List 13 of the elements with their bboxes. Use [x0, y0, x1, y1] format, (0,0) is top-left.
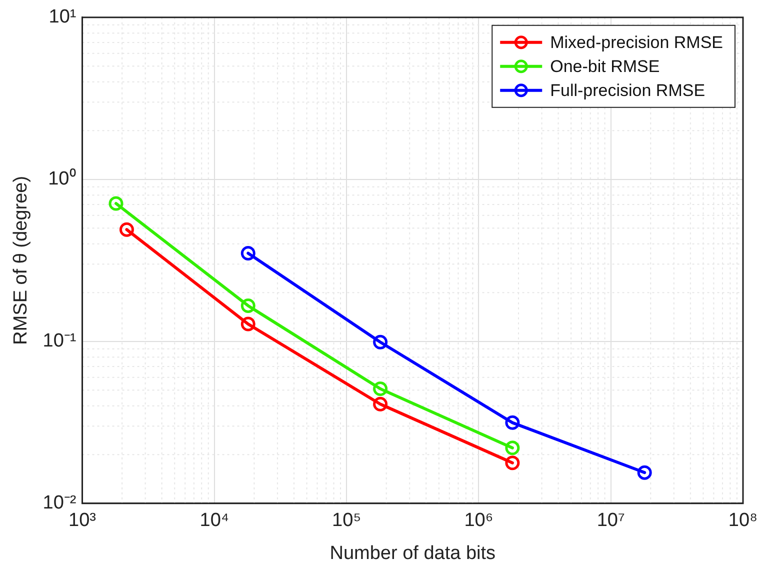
y-tick-label: 10⁰: [48, 168, 76, 190]
y-tick-label: 10⁻¹: [42, 330, 76, 352]
y-tick-label: 10¹: [48, 6, 76, 28]
x-tick-label: 10⁷: [596, 510, 625, 532]
x-axis-title: Number of data bits: [330, 542, 496, 564]
y-axis-title: RMSE of θ (degree): [10, 176, 32, 345]
legend-label: Mixed-precision RMSE: [550, 33, 724, 52]
x-tick-label: 10⁵: [332, 510, 362, 532]
legend-label: Full-precision RMSE: [550, 81, 706, 100]
x-tick-label: 10⁸: [728, 510, 758, 532]
x-tick-label: 10⁶: [464, 510, 494, 532]
x-tick-label: 10⁴: [200, 510, 230, 532]
legend-label: One-bit RMSE: [550, 57, 660, 76]
